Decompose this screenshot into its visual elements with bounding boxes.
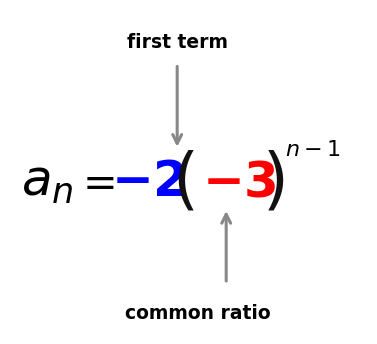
- Text: $($: $($: [172, 149, 194, 215]
- Text: $=$: $=$: [74, 161, 114, 203]
- Text: $\mathbf{-2}$: $\mathbf{-2}$: [111, 158, 185, 206]
- Text: common ratio: common ratio: [125, 303, 271, 323]
- Text: first term: first term: [127, 33, 228, 53]
- Text: $a_n$: $a_n$: [21, 158, 73, 207]
- Text: $n-1$: $n-1$: [285, 139, 340, 161]
- Text: $\mathbf{-3}$: $\mathbf{-3}$: [202, 158, 276, 206]
- Text: $)$: $)$: [262, 149, 284, 215]
